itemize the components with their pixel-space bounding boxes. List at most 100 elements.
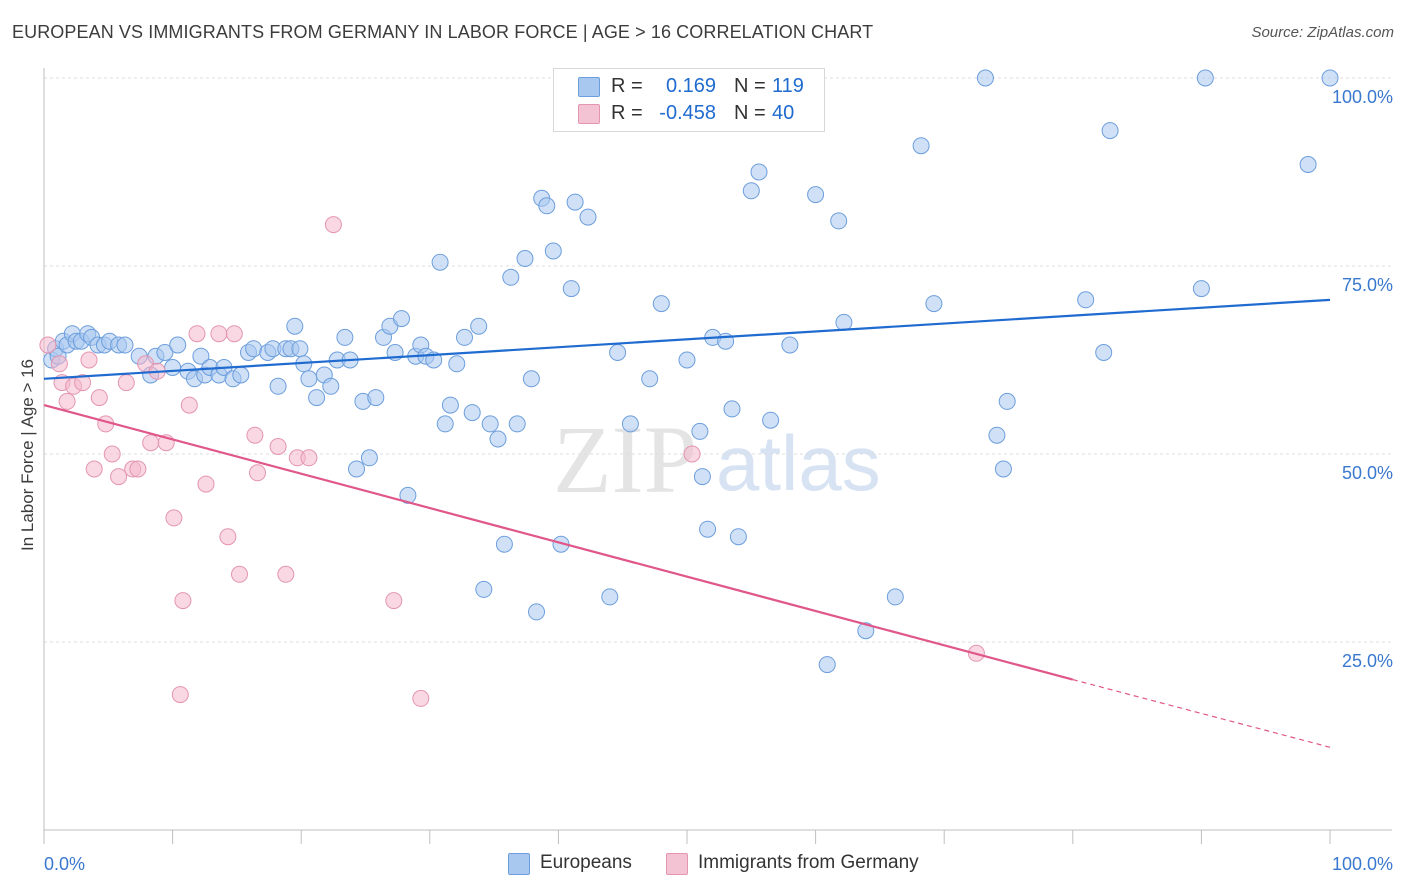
europeans-point — [652, 295, 670, 313]
europeans-point — [522, 370, 540, 388]
europeans-point — [456, 328, 473, 346]
immigrants-point — [90, 389, 108, 407]
europeans-point — [448, 355, 466, 373]
europeans-point — [360, 449, 378, 467]
immigrants-point — [412, 689, 430, 707]
europeans-point — [1321, 69, 1339, 87]
immigrants-point — [39, 336, 57, 354]
europeans-point — [994, 460, 1012, 478]
immigrants-point — [324, 216, 342, 234]
europeans-point — [431, 253, 449, 271]
correlation-legend: R = 0.169 N = 119 R = -0.458 N = 40 — [553, 68, 825, 132]
europeans-point — [1196, 69, 1214, 87]
legend-r-label: R = — [611, 75, 643, 97]
europeans-point — [502, 268, 520, 286]
europeans-point — [300, 370, 318, 388]
europeans-point — [192, 347, 210, 365]
series-name-europeans: Europeans — [540, 852, 632, 873]
legend-n-label: N = — [734, 75, 766, 97]
immigrants-point — [246, 426, 264, 444]
legend-r-label: R = — [611, 102, 643, 124]
immigrants-point — [117, 374, 135, 392]
europeans-point — [621, 415, 639, 433]
y-axis-label: In Labor Force | Age > 16 — [18, 358, 37, 552]
watermark-atlas: atlas — [716, 419, 881, 507]
immigrants-point — [80, 351, 98, 369]
europeans-point — [538, 197, 556, 215]
europeans-point — [544, 242, 562, 260]
europeans-point — [762, 411, 780, 429]
europeans-point — [807, 186, 825, 204]
y-tick-label: 75.0% — [1342, 275, 1393, 295]
europeans-point — [678, 351, 696, 369]
legend-swatch-europeans — [578, 77, 600, 97]
series-swatch-immigrants — [666, 853, 688, 875]
immigrants-point — [171, 686, 189, 704]
europeans-point — [393, 310, 410, 328]
europeans-point — [691, 422, 709, 440]
europeans-point — [925, 295, 943, 313]
europeans-point — [367, 389, 385, 407]
y-tick-label: 25.0% — [1342, 651, 1393, 671]
europeans-point — [516, 250, 534, 267]
immigrants-trend-line — [43, 404, 1074, 681]
immigrants-point — [74, 374, 92, 392]
europeans-point — [566, 193, 584, 211]
europeans-point — [336, 328, 354, 346]
immigrants-point — [225, 325, 243, 343]
europeans-point — [463, 404, 481, 422]
immigrants-point — [85, 460, 103, 478]
europeans-point — [976, 69, 994, 87]
source-label: Source: ZipAtlas.com — [1251, 24, 1394, 41]
immigrants-point — [180, 396, 198, 414]
immigrants-point — [219, 528, 237, 546]
immigrants-point — [103, 445, 121, 463]
immigrants-point — [142, 434, 160, 452]
europeans-point — [245, 340, 263, 358]
immigrants-point — [197, 475, 215, 493]
immigrants-point — [110, 468, 128, 486]
immigrants-point — [277, 565, 295, 583]
legend-swatch-immigrants — [578, 104, 600, 124]
europeans-point — [562, 280, 580, 298]
europeans-point — [441, 396, 459, 414]
europeans-point — [269, 377, 287, 395]
europeans-point — [232, 366, 250, 384]
europeans-point — [699, 520, 717, 538]
europeans-point — [729, 528, 747, 546]
immigrants-point — [188, 325, 206, 343]
europeans-point — [886, 588, 904, 606]
europeans-point — [470, 317, 488, 335]
europeans-point — [169, 336, 187, 354]
europeans-point — [508, 415, 526, 433]
europeans-point — [830, 212, 848, 230]
x-tick-label: 100.0% — [1332, 854, 1393, 874]
immigrants-point — [269, 438, 287, 455]
europeans-point — [164, 359, 182, 376]
immigrants-point — [300, 449, 318, 467]
europeans-point — [348, 460, 365, 478]
legend-r-value: 0.169 — [665, 75, 716, 97]
europeans-point — [1192, 280, 1210, 298]
europeans-point — [1101, 122, 1119, 140]
europeans-point — [308, 389, 326, 407]
europeans-point — [579, 208, 597, 226]
europeans-point — [857, 622, 875, 640]
immigrants-point — [683, 445, 701, 463]
y-tick-label: 50.0% — [1342, 463, 1393, 483]
immigrants-trend-extension — [1072, 679, 1331, 748]
immigrants-point — [129, 460, 147, 478]
legend-row-europeans: R = 0.169 N = 119 — [554, 74, 824, 100]
immigrants-point — [174, 592, 192, 610]
immigrants-point — [385, 592, 403, 610]
europeans-point — [835, 313, 853, 331]
immigrants-point — [58, 392, 76, 410]
europeans-point — [286, 317, 304, 335]
series-swatch-europeans — [508, 853, 530, 875]
europeans-point — [723, 400, 741, 418]
europeans-point — [641, 370, 659, 388]
series-name-immigrants: Immigrants from Germany — [698, 852, 919, 873]
legend-n-value: 40 — [772, 102, 795, 124]
europeans-point — [609, 344, 627, 361]
